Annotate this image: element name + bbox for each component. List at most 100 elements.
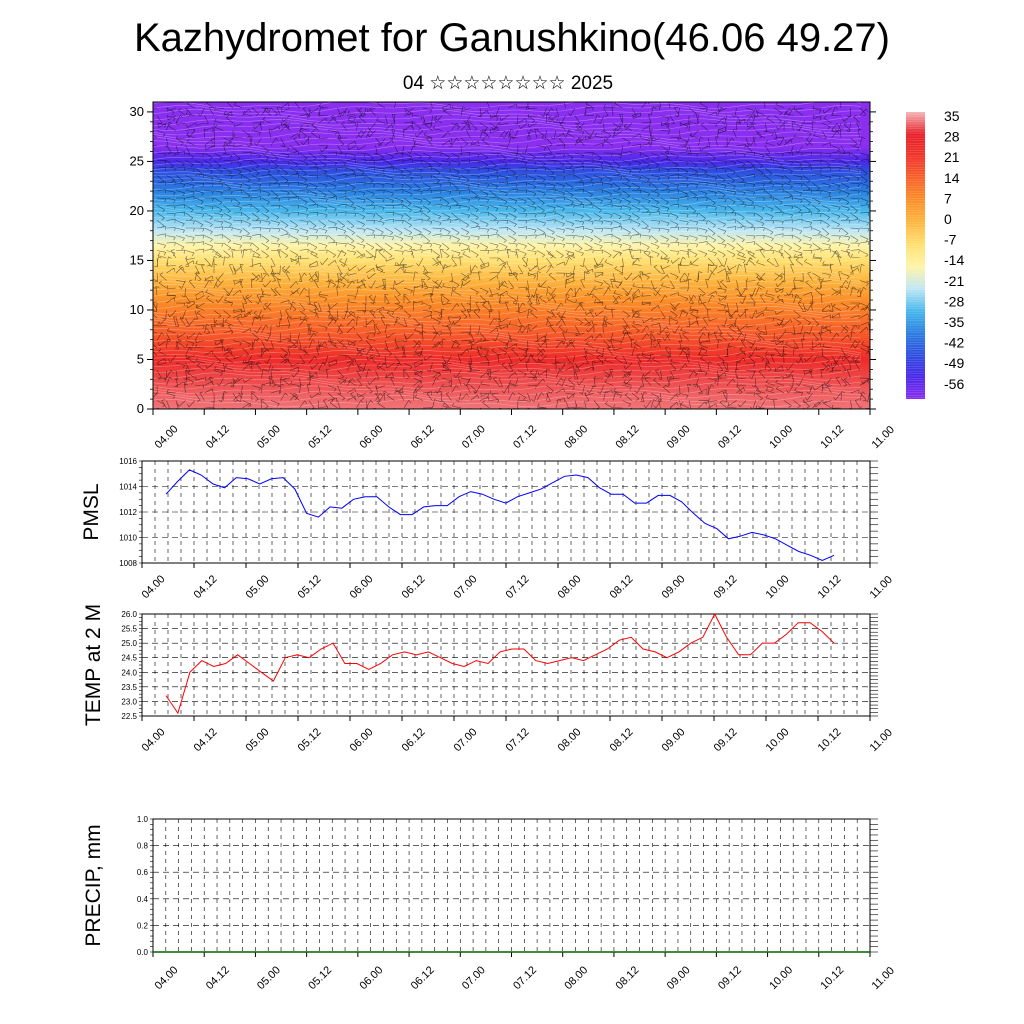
x-tick-label: 05.00: [244, 573, 272, 601]
x-tick-label: 05.00: [255, 964, 283, 992]
series-line: [165, 469, 835, 561]
y-tick-label: 1008: [119, 559, 137, 568]
x-tick-label: 10.00: [764, 726, 792, 754]
x-tick-label: 05.12: [306, 964, 334, 992]
x-tick-label: 09.12: [716, 964, 744, 992]
page-title: Kazhydromet for Ganushkino(46.06 49.27): [134, 16, 890, 60]
y-tick-label: 15: [130, 252, 144, 267]
x-tick-label: 07.12: [504, 573, 532, 601]
y-tick-label: 0.4: [137, 895, 149, 904]
x-tick-label: 11.00: [870, 965, 897, 992]
colorbar-label: -7: [944, 232, 957, 248]
x-tick-label: 09.00: [665, 423, 693, 451]
y-tick-label: 0.6: [137, 868, 149, 877]
colorbar-strip: [906, 112, 925, 399]
x-tick-label: 11.00: [868, 574, 895, 601]
x-tick-label: 07.12: [511, 964, 539, 992]
x-tick-label: 06.00: [357, 423, 385, 451]
x-tick-label: 06.00: [348, 726, 376, 754]
x-tick-label: 06.12: [409, 423, 437, 451]
x-tick-label: 09.12: [712, 573, 740, 601]
x-tick-label: 07.00: [452, 726, 480, 754]
colorbar-label: -42: [944, 335, 964, 351]
x-tick-label: 04.12: [204, 423, 232, 451]
y-tick-label: 25: [130, 153, 144, 168]
x-tick-label: 10.00: [767, 964, 795, 992]
x-tick-label: 06.12: [400, 726, 428, 754]
x-tick-label: 04.12: [204, 964, 232, 992]
colorbar: 35 28 21 14 7 0 -7 -14 -21 -28 -35 -42 -49 -56: [906, 108, 964, 399]
y-tick-label: 10: [130, 302, 144, 317]
y-axis-title: PRECIP, mm: [82, 824, 105, 946]
x-tick-label: 08.00: [562, 423, 590, 451]
isotherm-lines: [153, 102, 862, 408]
y-tick-label: 0: [137, 401, 144, 416]
y-tick-label: 1012: [119, 508, 137, 517]
colorbar-label: 35: [944, 108, 960, 124]
x-tick-label: 04.00: [140, 573, 168, 601]
colorbar-label: -21: [944, 273, 964, 289]
temperature-height-heatmap: 0 5 10 15 20 25 30 04.00 04.12 05.00 05.12 06.00 06.…: [130, 101, 897, 451]
x-tick-label: 06.00: [357, 964, 385, 992]
x-tick-label: 09.00: [660, 726, 688, 754]
x-tick-label: 05.12: [296, 726, 324, 754]
x-tick-label: 04.12: [192, 573, 220, 601]
colorbar-label: -28: [944, 293, 964, 309]
y-tick-label: 1014: [119, 483, 137, 492]
x-tick-label: 08.12: [614, 964, 642, 992]
x-tick-label: 08.00: [562, 964, 590, 992]
colorbar-label: 7: [944, 190, 952, 206]
precip-chart: 04.00 04.12 05.00 05.12 06.00 06.12 07.00 07.12…: [82, 815, 897, 992]
x-tick-label: 08.12: [608, 726, 636, 754]
x-tick-label: 11.00: [868, 727, 895, 754]
x-tick-label: 04.00: [153, 423, 181, 451]
x-tick-label: 10.12: [816, 573, 844, 601]
x-tick-label: 07.00: [452, 573, 480, 601]
y-tick-label: 5: [137, 351, 144, 366]
x-tick-label: 08.00: [556, 726, 584, 754]
x-tick-label: 10.12: [818, 423, 846, 451]
y-tick-label: 26.0: [121, 610, 137, 619]
y-tick-label: 0.2: [137, 921, 149, 930]
x-tick-label: 04.00: [153, 964, 181, 992]
x-tick-label: 10.12: [816, 726, 844, 754]
x-tick-label: 07.00: [460, 423, 488, 451]
x-tick-label: 06.12: [400, 573, 428, 601]
colorbar-label: -56: [944, 376, 964, 392]
y-tick-label: 1016: [119, 457, 137, 466]
y-tick-label: 22.5: [121, 712, 137, 721]
colorbar-label: -14: [944, 252, 964, 268]
colorbar-label: 0: [944, 211, 952, 227]
colorbar-label: 14: [944, 170, 960, 186]
x-tick-label: 06.00: [348, 573, 376, 601]
y-axis-title: TEMP at 2 M: [82, 604, 105, 726]
x-tick-label: 05.00: [255, 423, 283, 451]
x-tick-label: 08.12: [608, 573, 636, 601]
colorbar-label: 21: [944, 149, 960, 165]
x-tick-label: 05.12: [296, 573, 324, 601]
x-tick-label: 11.00: [870, 424, 897, 451]
colorbar-label: -49: [944, 355, 964, 371]
y-tick-label: 23.0: [121, 697, 137, 706]
y-tick-label: 1.0: [137, 815, 149, 824]
x-tick-label: 04.12: [192, 726, 220, 754]
x-tick-label: 06.12: [409, 964, 437, 992]
x-tick-label: 08.00: [556, 573, 584, 601]
x-tick-label: 04.00: [140, 726, 168, 754]
x-tick-label: 10.00: [764, 573, 792, 601]
page-subtitle: 04 ☆☆☆☆☆☆☆☆ 2025: [402, 73, 614, 94]
y-tick-label: 24.0: [121, 668, 137, 677]
x-tick-label: 10.00: [767, 423, 795, 451]
x-tick-label: 07.00: [460, 964, 488, 992]
y-tick-label: 20: [130, 203, 144, 218]
x-tick-label: 05.00: [244, 726, 272, 754]
y-tick-label: 23.5: [121, 683, 137, 692]
y-tick-label: 24.5: [121, 654, 137, 663]
series-line: [165, 612, 835, 715]
y-axis-title: PMSL: [80, 483, 103, 540]
temp-2m-chart: 04.00 04.12 05.00 05.12 06.00 06.12 07.00 07.12…: [82, 604, 895, 754]
pmsl-chart: 04.00 04.12 05.00 05.12 06.00 06.12 07.00 07.12…: [80, 457, 895, 601]
x-tick-label: 09.12: [712, 726, 740, 754]
wind-barbs: [153, 102, 870, 409]
